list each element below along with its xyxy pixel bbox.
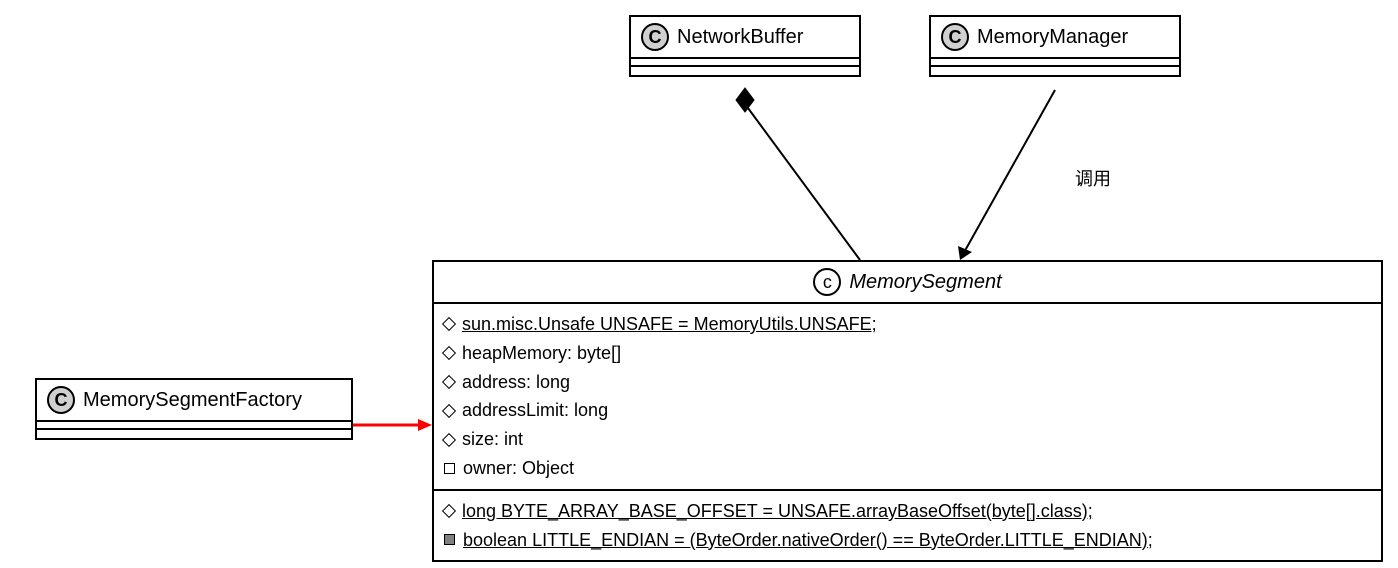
attribute-row: size: int: [444, 425, 1371, 454]
class-memorymanager: C MemoryManager: [929, 15, 1181, 77]
attribute-text: addressLimit: long: [462, 396, 608, 425]
visibility-square-filled-icon: [444, 534, 455, 545]
attribute-text: address: long: [462, 368, 570, 397]
class-header: c MemorySegment: [434, 262, 1381, 304]
visibility-diamond-icon: [442, 504, 456, 518]
empty-method-section: [37, 430, 351, 438]
attribute-row: owner: Object: [444, 454, 1371, 483]
attribute-row: sun.misc.Unsafe UNSAFE = MemoryUtils.UNS…: [444, 310, 1371, 339]
class-name-label: NetworkBuffer: [677, 26, 803, 49]
static-text: long BYTE_ARRAY_BASE_OFFSET = UNSAFE.arr…: [462, 497, 1093, 526]
static-text: boolean LITTLE_ENDIAN = (ByteOrder.nativ…: [463, 526, 1153, 555]
class-stereotype-icon: c: [813, 268, 841, 296]
static-row: long BYTE_ARRAY_BASE_OFFSET = UNSAFE.arr…: [444, 497, 1371, 526]
class-header: C NetworkBuffer: [631, 17, 859, 59]
empty-attr-section: [931, 59, 1179, 67]
class-stereotype-icon: C: [47, 386, 75, 414]
static-row: boolean LITTLE_ENDIAN = (ByteOrder.nativ…: [444, 526, 1371, 555]
class-header: C MemoryManager: [931, 17, 1179, 59]
empty-attr-section: [631, 59, 859, 67]
visibility-diamond-icon: [442, 317, 456, 331]
class-name-label: MemorySegment: [849, 271, 1001, 294]
class-memorysegment: c MemorySegment sun.misc.Unsafe UNSAFE =…: [432, 260, 1383, 562]
attribute-text: sun.misc.Unsafe UNSAFE = MemoryUtils.UNS…: [462, 310, 877, 339]
class-name-label: MemoryManager: [977, 26, 1128, 49]
class-stereotype-icon: C: [941, 23, 969, 51]
edge-composition: [736, 88, 860, 260]
class-name-label: MemorySegmentFactory: [83, 389, 302, 412]
edge-create-red: [353, 419, 432, 431]
attribute-row: heapMemory: byte[]: [444, 339, 1371, 368]
class-header: C MemorySegmentFactory: [37, 380, 351, 422]
class-memorysegmentfactory: C MemorySegmentFactory: [35, 378, 353, 440]
visibility-square-icon: [444, 463, 455, 474]
empty-method-section: [631, 67, 859, 75]
attribute-text: heapMemory: byte[]: [462, 339, 621, 368]
visibility-diamond-icon: [442, 346, 456, 360]
attribute-text: owner: Object: [463, 454, 574, 483]
attributes-section: sun.misc.Unsafe UNSAFE = MemoryUtils.UNS…: [434, 304, 1381, 491]
edge-label-call: 调用: [1075, 165, 1111, 191]
empty-attr-section: [37, 422, 351, 430]
attribute-row: addressLimit: long: [444, 396, 1371, 425]
attribute-row: address: long: [444, 368, 1371, 397]
visibility-diamond-icon: [442, 433, 456, 447]
attribute-text: size: int: [462, 425, 523, 454]
empty-method-section: [931, 67, 1179, 75]
visibility-diamond-icon: [442, 404, 456, 418]
edge-dependency: [958, 90, 1055, 260]
visibility-diamond-icon: [442, 375, 456, 389]
statics-section: long BYTE_ARRAY_BASE_OFFSET = UNSAFE.arr…: [434, 491, 1381, 561]
class-networkbuffer: C NetworkBuffer: [629, 15, 861, 77]
class-stereotype-icon: C: [641, 23, 669, 51]
